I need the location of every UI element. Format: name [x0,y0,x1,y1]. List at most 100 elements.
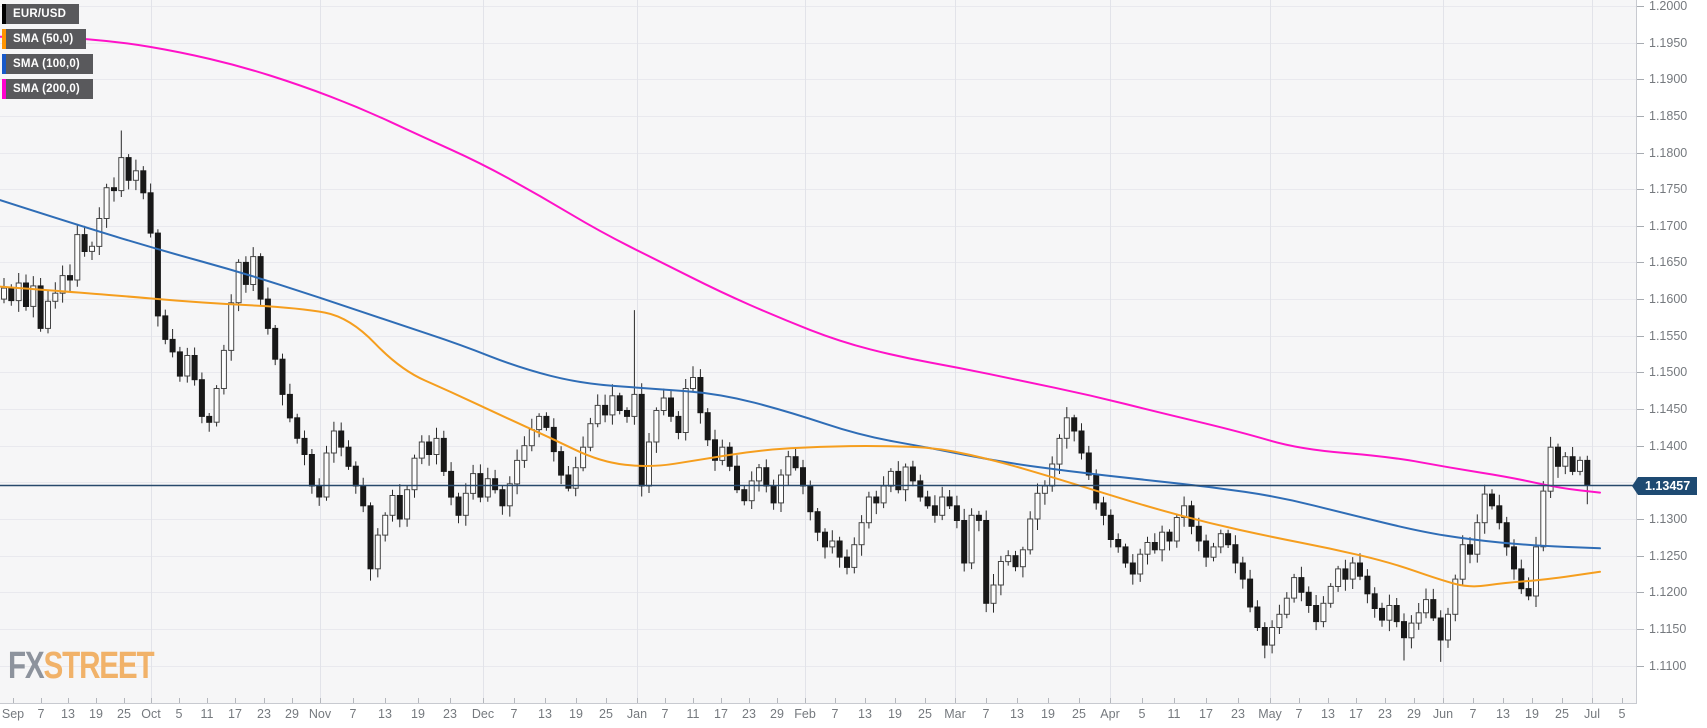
sma-line-500 [0,285,1601,588]
bear-candle [1012,555,1019,568]
y-axis-label: 1.2000 [1649,0,1688,13]
bear-candle [360,485,367,507]
legend-color-stripe [2,29,6,49]
legend-item-sma-100-0[interactable]: SMA (100,0) [2,54,93,74]
y-axis-label: 1.1900 [1649,72,1688,87]
bull-candle [484,478,491,498]
bear-candle [1437,617,1444,641]
x-axis-tick [1473,698,1474,703]
watermark-fx: FX [8,645,45,687]
h-gridline [0,189,1636,191]
bear-candle [279,358,286,395]
x-axis-tick [1385,698,1386,703]
x-axis-tick [1328,698,1329,703]
x-axis-label: 7 [982,707,990,721]
x-axis-label: 29 [1407,707,1421,721]
bull-candle [1481,493,1488,524]
bear-candle [1261,627,1268,646]
time-axis[interactable]: Sep 7 13 19 25 Oct 5 11 17 23 29 Nov 7 13 19 23 Dec 7 13 19… [0,698,1707,728]
bear-candle [961,520,968,564]
bear-candle [1371,593,1378,609]
bull-candle [470,473,477,494]
x-axis-tick [179,698,180,703]
legend-item-sma-200-0[interactable]: SMA (200,0) [2,79,93,99]
bear-candle [726,446,733,467]
bear-candle [1569,456,1576,472]
bull-candle [682,388,689,433]
x-axis-tick [1503,698,1504,703]
x-axis-tick [1562,698,1563,703]
y-axis-label: 1.1600 [1649,292,1688,307]
bear-candle [931,505,938,516]
bull-candle [514,459,521,485]
v-gridline [955,0,956,703]
bear-candle [455,496,462,516]
x-axis-tick [693,698,694,703]
x-axis-tick [1443,698,1444,703]
x-axis-label: Sep [1,707,25,721]
bull-candle [1320,602,1327,623]
bull-candle [118,157,125,192]
bear-candle [169,338,176,353]
x-axis-label: 25 [918,707,932,721]
candlestick-canvas[interactable] [0,0,1636,703]
bull-candle [30,285,37,307]
bear-candle [946,496,953,507]
y-axis-tick [1637,519,1644,520]
bull-candle [1269,627,1276,646]
x-axis-label: 13 [61,707,75,721]
bear-candle [1305,591,1312,606]
x-axis-label: 13 [858,707,872,721]
price-axis[interactable]: 1.2000 1.1950 1.1900 1.1850 1.1800 1.1750 1.17… [1637,0,1707,703]
bear-candle [558,451,565,476]
fxstreet-watermark: FXSTREET [8,645,155,687]
legend-item-label: EUR/USD [13,8,67,20]
x-axis-label: Jun [1432,707,1454,721]
bear-candle [23,282,29,307]
bull-candle [184,355,191,377]
plot-area[interactable]: FXSTREET [0,0,1637,704]
bear-candle [367,505,374,570]
bear-candle [67,275,73,281]
bull-candle [1291,577,1298,599]
bull-candle [1547,446,1554,492]
bear-candle [1467,544,1473,555]
x-axis-tick [418,698,419,703]
x-axis-label: 5 [175,707,183,721]
bear-candle [1584,459,1591,486]
bull-candle [220,349,227,389]
bear-candle [712,439,718,461]
x-axis-label: 23 [257,707,271,721]
x-axis-label: 5 [1138,707,1146,721]
bull-candle [74,234,81,281]
bear-candle [154,232,161,317]
bull-candle [880,485,887,504]
x-axis-tick [207,698,208,703]
bear-candle [953,505,960,521]
bear-candle [140,170,147,194]
bull-candle [1445,613,1451,641]
v-gridline [805,0,806,703]
legend-item-eur-usd[interactable]: EUR/USD [2,4,80,24]
bull-candle [52,292,59,302]
bull-candle [528,429,535,447]
bull-candle [1540,490,1547,548]
bull-candle [1217,533,1224,548]
current-price-badge: 1.13457 [1631,477,1698,495]
bull-candle [506,483,513,507]
y-axis-tick [1637,152,1644,154]
h-gridline [0,335,1636,337]
bear-candle [125,157,132,181]
bull-candle [462,492,469,516]
bear-candle [147,192,154,234]
bull-candle [418,441,425,459]
bear-candle [1511,546,1517,570]
x-axis-label: Feb [794,707,816,721]
bear-candle [909,466,916,482]
bull-candle [851,544,858,568]
sma-line-1000 [0,199,1601,550]
legend-item-sma-50-0[interactable]: SMA (50,0) [2,29,87,49]
x-axis-tick [292,698,293,703]
x-axis-tick [1532,698,1533,703]
x-axis-label: 13 [1496,707,1510,721]
